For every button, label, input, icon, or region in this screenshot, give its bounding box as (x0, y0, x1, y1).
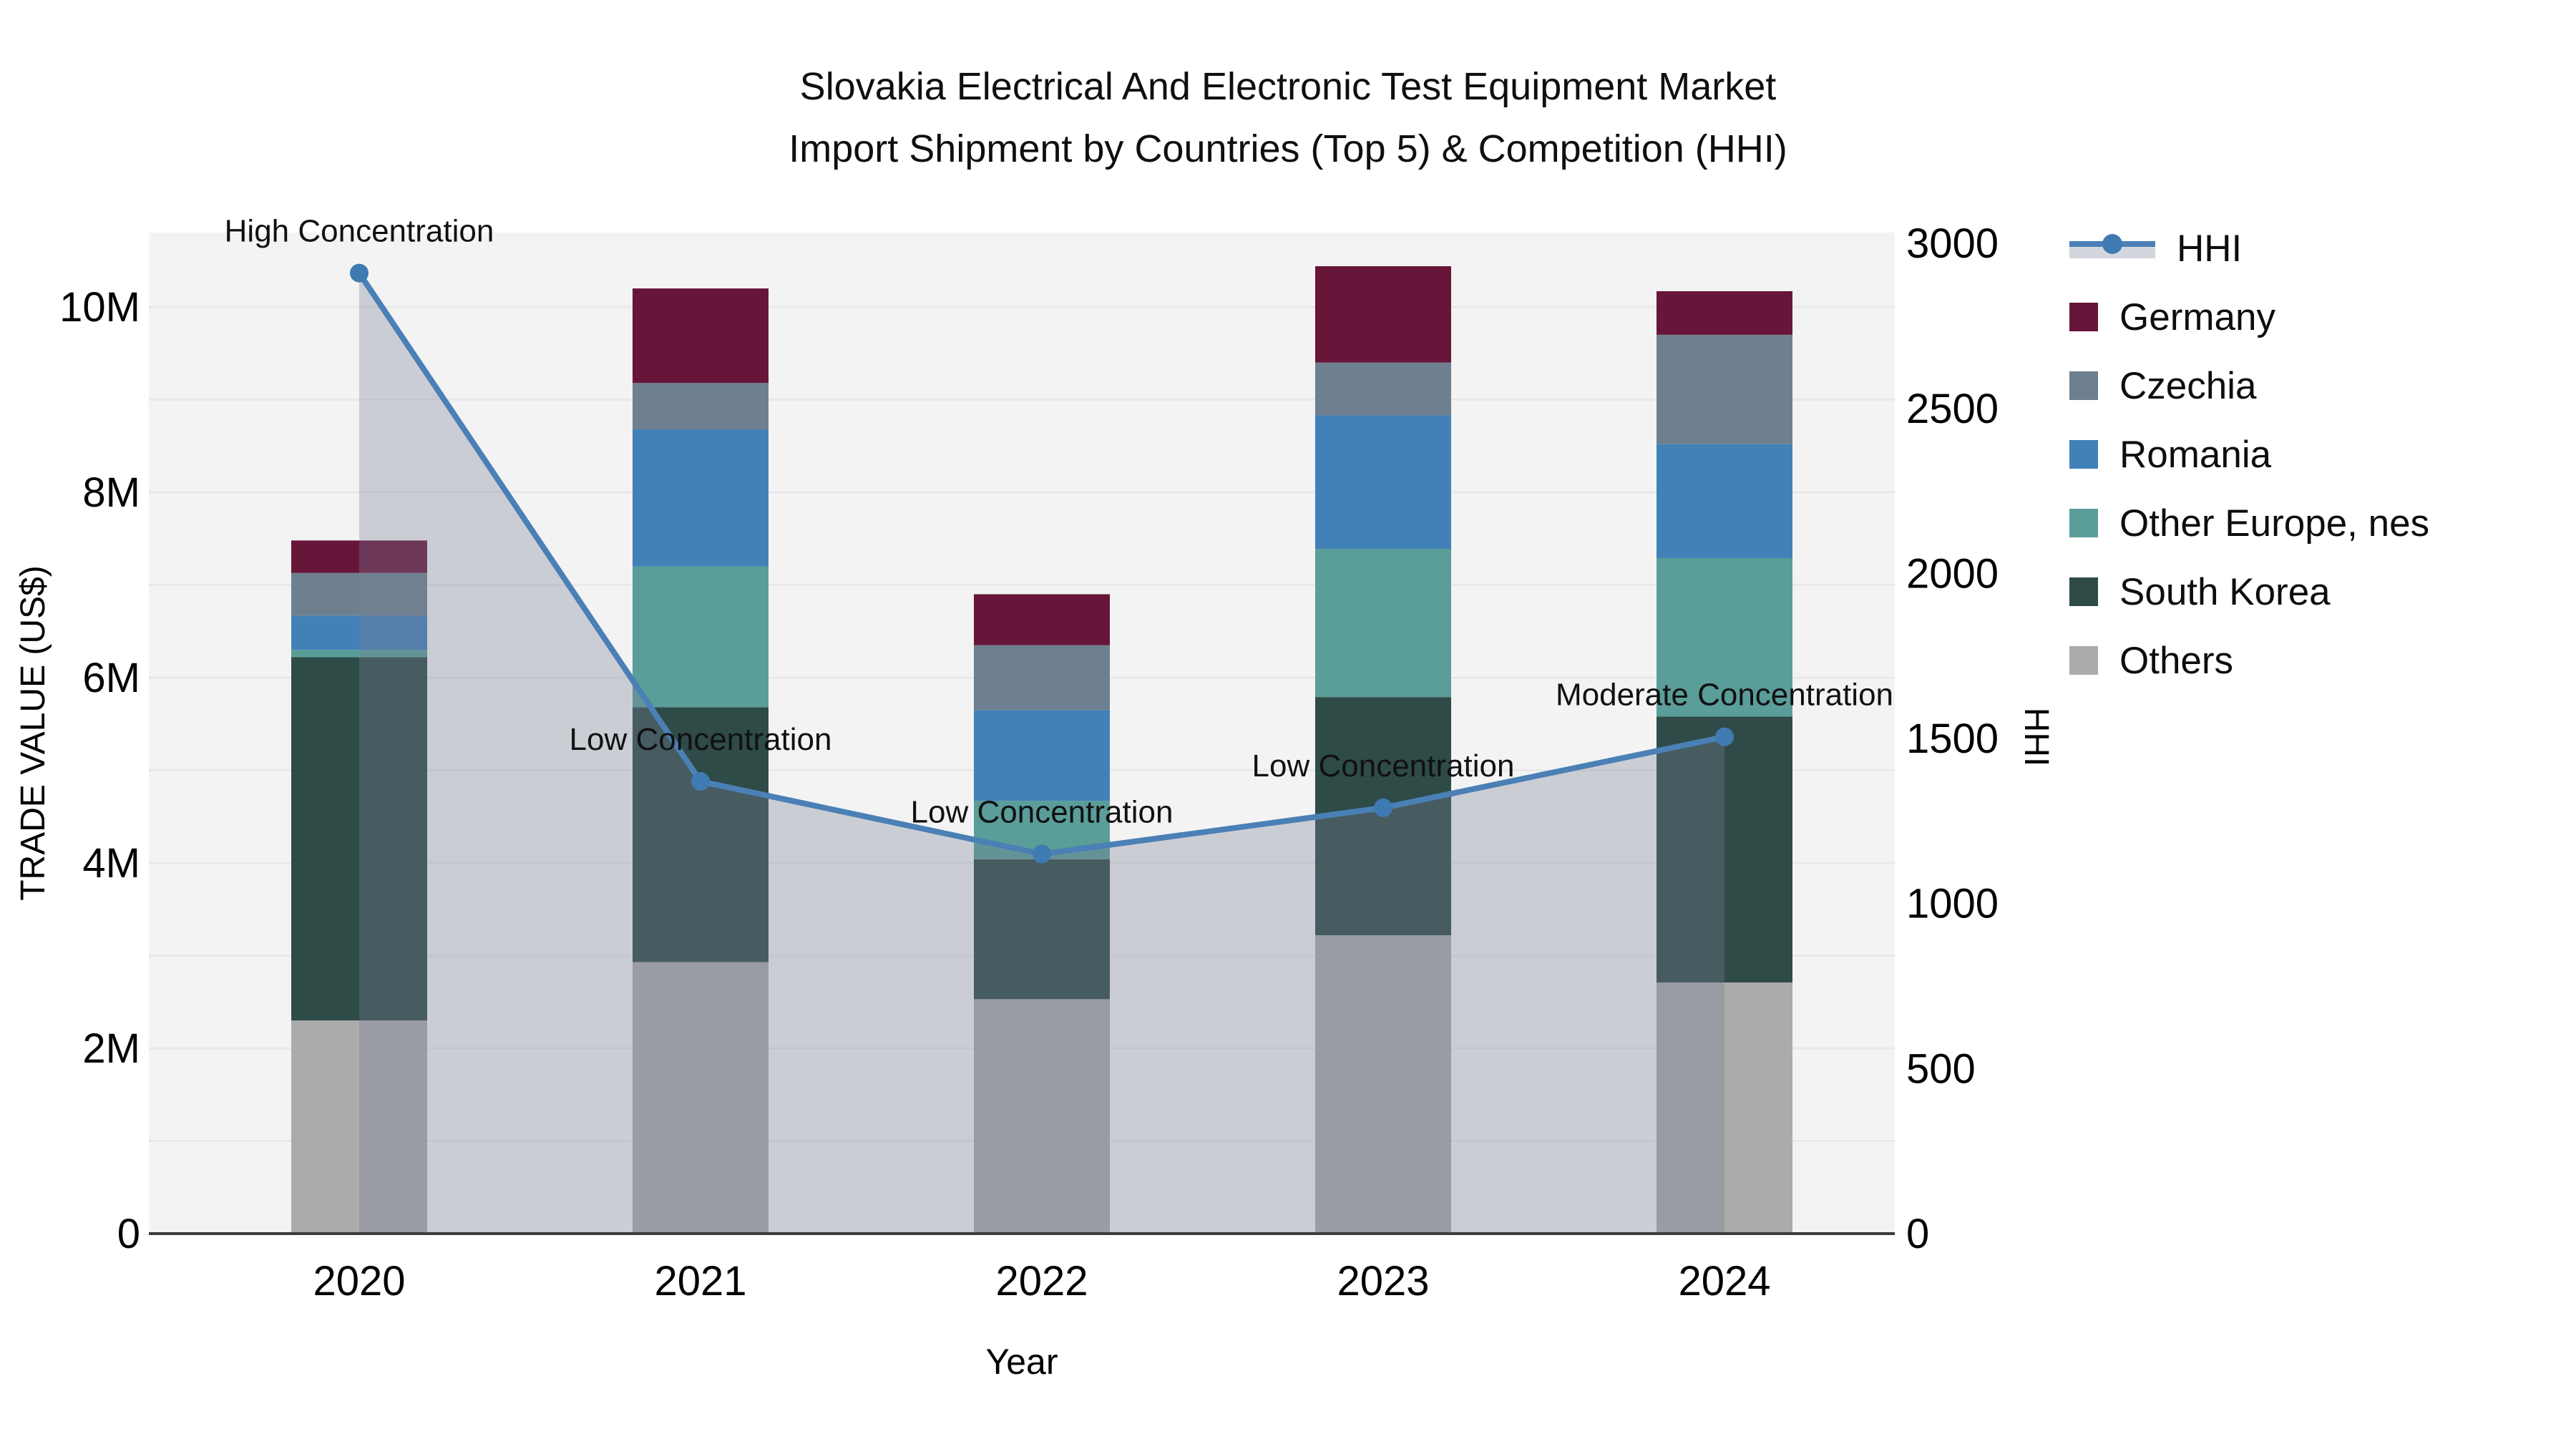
y-right-axis-title: HHI (2017, 708, 2055, 767)
south-korea-swatch-icon (2069, 577, 2098, 606)
bar-segment[interactable] (633, 962, 769, 1234)
legend-item-south-korea[interactable]: South Korea (2069, 571, 2429, 613)
bar-segment[interactable] (1657, 444, 1792, 558)
bar-segment[interactable] (1657, 982, 1792, 1234)
others-swatch-icon (2069, 646, 2098, 675)
hhi-area-fill (359, 273, 1724, 1234)
y-left-tick: 2M (82, 1025, 140, 1072)
legend-item-romania[interactable]: Romania (2069, 433, 2429, 476)
bar-segment[interactable] (633, 383, 769, 429)
hhi-marker[interactable] (1374, 798, 1392, 817)
bar-segment[interactable] (633, 566, 769, 708)
legend-label: HHI (2177, 227, 2243, 270)
y-right-tick: 2000 (1906, 550, 1999, 597)
y-right-tick: 3000 (1906, 220, 1999, 267)
x-tick: 2024 (1678, 1258, 1770, 1304)
legend-label: Romania (2119, 433, 2272, 476)
bar-segment[interactable] (974, 645, 1110, 711)
x-tick: 2021 (654, 1258, 746, 1304)
chart-title: Slovakia Electrical And Electronic Test … (0, 56, 2576, 181)
hhi-annotation: High Concentration (225, 214, 494, 249)
hhi-marker[interactable] (350, 263, 369, 283)
hhi-line-icon (2069, 233, 2155, 263)
bar-segment[interactable] (974, 999, 1110, 1234)
y-right-tick: 0 (1906, 1211, 1929, 1257)
bar-segment[interactable] (1657, 716, 1792, 983)
chart-title-line2: Import Shipment by Countries (Top 5) & C… (789, 127, 1787, 171)
y-left-tick: 6M (82, 655, 140, 701)
y-left-tick: 4M (82, 840, 140, 887)
bar-segment[interactable] (1315, 415, 1451, 549)
bar-segment[interactable] (974, 594, 1110, 645)
bar-segment[interactable] (291, 572, 427, 616)
germany-swatch-icon (2069, 303, 2098, 331)
x-axis-title: Year (985, 1342, 1058, 1382)
romania-swatch-icon (2069, 440, 2098, 469)
chart-title-line1: Slovakia Electrical And Electronic Test … (799, 65, 1777, 108)
hhi-annotation: Moderate Concentration (1556, 678, 1893, 713)
hhi-annotation: Low Concentration (1252, 748, 1515, 784)
bar-segment[interactable] (1315, 548, 1451, 698)
legend-label: South Korea (2119, 570, 2331, 613)
hhi-annotation: Low Concentration (570, 722, 832, 757)
legend-label: Czechia (2119, 364, 2257, 407)
other-europe-swatch-icon (2069, 509, 2098, 537)
y-left-tick: 10M (59, 284, 140, 331)
y-right-tick: 1000 (1906, 881, 1999, 927)
chart-legend: HHI Germany Czechia Romania Other Europe… (2069, 227, 2430, 682)
legend-label: Others (2119, 639, 2234, 682)
y-right-tick: 2500 (1906, 386, 1999, 432)
bar-segment[interactable] (974, 859, 1110, 1000)
legend-item-hhi[interactable]: HHI (2069, 227, 2429, 270)
bar-segment[interactable] (291, 650, 427, 658)
bar-segment[interactable] (1315, 266, 1451, 363)
legend-item-others[interactable]: Others (2069, 639, 2429, 682)
bar-segment[interactable] (974, 710, 1110, 801)
x-tick: 2020 (313, 1258, 405, 1304)
bar-segment[interactable] (291, 540, 427, 573)
y-left-axis-title: TRADE VALUE (US$) (14, 565, 52, 901)
x-tick: 2022 (995, 1258, 1088, 1304)
y-left-tick: 0 (117, 1211, 140, 1257)
bar-segment[interactable] (1657, 291, 1792, 335)
y-left-tick: 8M (82, 469, 140, 516)
x-tick: 2023 (1337, 1258, 1429, 1304)
hhi-marker[interactable] (1033, 844, 1051, 864)
legend-label: Germany (2119, 296, 2275, 338)
bar-segment[interactable] (1657, 557, 1792, 717)
bar-segment[interactable] (1315, 362, 1451, 416)
bar-segment[interactable] (633, 288, 769, 384)
hhi-marker[interactable] (1715, 727, 1734, 746)
y-right-tick: 500 (1906, 1045, 1976, 1092)
bar-segment[interactable] (291, 657, 427, 1021)
bar-segment[interactable] (291, 615, 427, 650)
y-right-tick: 1500 (1906, 716, 1999, 762)
bar-segment[interactable] (633, 707, 769, 962)
bar-segment[interactable] (1657, 334, 1792, 444)
legend-item-germany[interactable]: Germany (2069, 296, 2429, 338)
bar-segment[interactable] (291, 1020, 427, 1234)
bar-segment[interactable] (633, 429, 769, 567)
czechia-swatch-icon (2069, 371, 2098, 400)
legend-label: Other Europe, nes (2119, 502, 2430, 545)
hhi-marker[interactable] (691, 772, 710, 791)
bar-segment[interactable] (1315, 935, 1451, 1234)
legend-item-other-europe[interactable]: Other Europe, nes (2069, 502, 2430, 545)
legend-item-czechia[interactable]: Czechia (2069, 364, 2429, 407)
hhi-annotation: Low Concentration (911, 795, 1174, 830)
